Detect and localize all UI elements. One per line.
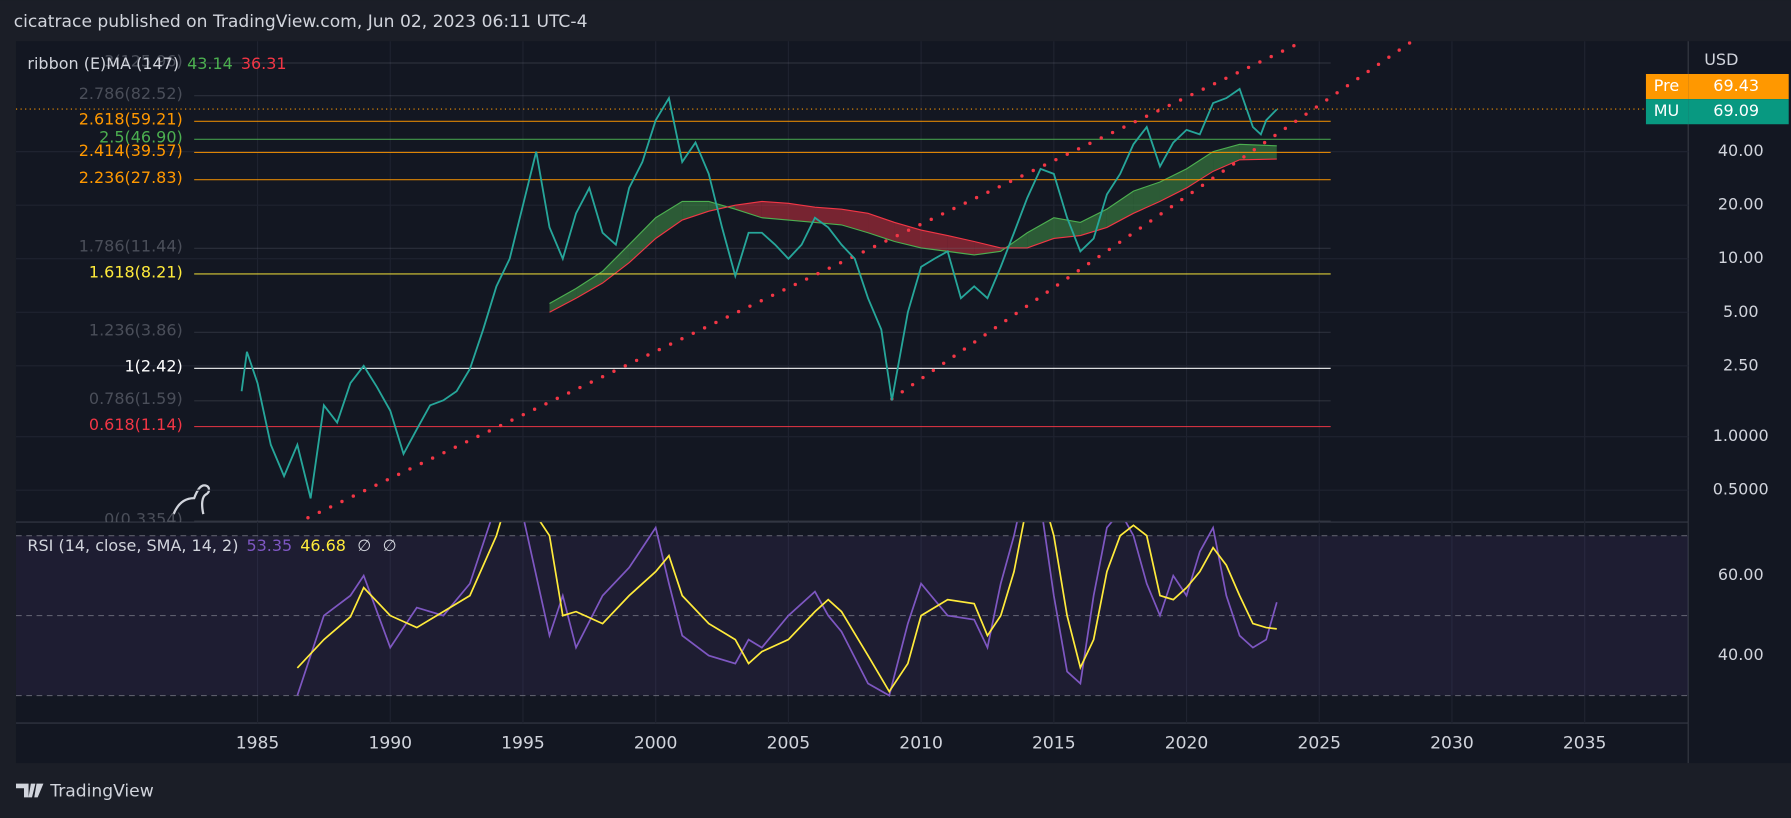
legend-value: 53.35 (246, 536, 292, 555)
rsi-pane (15, 522, 1689, 697)
y-tick-label: 20.00 (1718, 195, 1764, 214)
fib-label: 2.5(46.90) (99, 128, 183, 147)
price-label-box (1645, 99, 1689, 125)
price-label-box (1645, 73, 1689, 100)
legend-label: ribbon (E)MA (147) (27, 54, 179, 73)
ribbon-fill (629, 217, 656, 263)
x-tick-label: 1985 (236, 734, 280, 754)
ribbon-fill (921, 230, 948, 252)
price-axis-area (1688, 41, 1791, 764)
fib-label: 0(0.3354) (104, 509, 183, 528)
x-tick-label: 1990 (368, 734, 412, 754)
price-label-box (1688, 99, 1789, 125)
x-tick-label: 1995 (501, 734, 545, 754)
y-tick-label: 5.00 (1723, 302, 1759, 321)
ribbon-fill (814, 207, 842, 225)
ribbon-fill (1186, 151, 1214, 188)
legend-label: RSI (14, close, SMA, 14, 2) (27, 536, 238, 555)
fib-label: 0.786(1.59) (89, 389, 183, 408)
ribbon-fill (761, 201, 789, 221)
ribbon-fill (1106, 191, 1134, 228)
ribbon-fill (549, 288, 577, 313)
fib-label: 2.618(59.21) (79, 110, 183, 129)
legend-flag: ∅ (383, 536, 397, 555)
fib-label: 2.414(39.57) (79, 141, 183, 160)
price-label-value: 69.43 (1713, 76, 1759, 95)
x-tick-label: 2015 (1032, 734, 1076, 754)
ribbon-fill (1213, 144, 1240, 172)
trendline (890, 41, 1414, 401)
legend-value: 36.31 (241, 54, 287, 73)
y-tick-label: 60.00 (1718, 565, 1764, 584)
fib-label: 3(125.96) (104, 51, 183, 70)
price-label-box (1688, 73, 1789, 100)
y-tick-label: 2.50 (1723, 355, 1759, 374)
main-pane: 3(125.96) 2.786(82.52) 2.618(59.21)2.5(46.… (79, 41, 1414, 528)
fib-label: 1.618(8.21) (89, 262, 183, 281)
ribbon-fill (788, 203, 815, 223)
fib-label: 2.786(82.52) (79, 84, 183, 103)
x-tick-label: 2025 (1297, 734, 1341, 754)
price-label-name: MU (1654, 101, 1680, 120)
mascot (172, 484, 211, 515)
fib-label: 1.236(3.86) (89, 321, 183, 340)
ribbon-fill (682, 201, 709, 221)
y-tick-label: 40.00 (1718, 645, 1764, 664)
fib-label: 2.236(27.83) (79, 168, 183, 187)
ribbon-fill (1133, 181, 1160, 214)
x-tick-label: 2035 (1563, 734, 1607, 754)
legend: ribbon (E)MA (147) 43.14 36.31 (27, 54, 286, 73)
price-label-value: 69.09 (1713, 101, 1759, 120)
ribbon-fill (576, 271, 603, 299)
x-tick-label: 2005 (767, 734, 811, 754)
grid (15, 41, 1689, 724)
ribbon-fill (655, 201, 683, 239)
price-line (240, 87, 1278, 499)
fib-label: 1.786(11.44) (79, 237, 183, 256)
fib-label: 0.618(1.14) (89, 415, 183, 434)
trendline (306, 41, 1306, 520)
ribbon-fill (974, 241, 1001, 255)
watermark: TradingView (49, 782, 153, 802)
x-tick-label: 2000 (634, 734, 678, 754)
ribbon-line (549, 158, 1277, 313)
x-tick-label: 2010 (899, 734, 943, 754)
ribbon-fill (735, 201, 762, 218)
price-label-name: Pre (1654, 76, 1679, 95)
x-tick-label: 2020 (1165, 734, 1209, 754)
time-axis-area (15, 723, 1689, 764)
rsi-line (296, 522, 1277, 694)
y-tick-label: 1.0000 (1713, 426, 1769, 445)
fib-label: 1(2.42) (125, 357, 183, 376)
y-tick-label: 0.5000 (1713, 480, 1769, 499)
y-tick-label: 10.00 (1718, 248, 1764, 267)
rsi-line (296, 522, 1278, 697)
x-tick-label: 2030 (1430, 734, 1474, 754)
ribbon-fill (894, 222, 922, 248)
y-tick-label: 40.00 (1718, 141, 1764, 160)
legend-value: 46.68 (300, 536, 346, 555)
legend-value: 43.14 (187, 54, 233, 73)
ribbon-line (549, 143, 1277, 305)
ribbon-fill (1159, 168, 1187, 202)
header: cicatrace published on TradingView.com, … (14, 12, 588, 32)
currency-label: USD (1704, 50, 1738, 69)
legend: RSI (14, close, SMA, 14, 2) 53.35 46.68 ∅ ∅ (27, 536, 396, 555)
logo (15, 783, 44, 798)
legend-flag: ∅ (357, 536, 371, 555)
plot-area (15, 41, 1689, 724)
